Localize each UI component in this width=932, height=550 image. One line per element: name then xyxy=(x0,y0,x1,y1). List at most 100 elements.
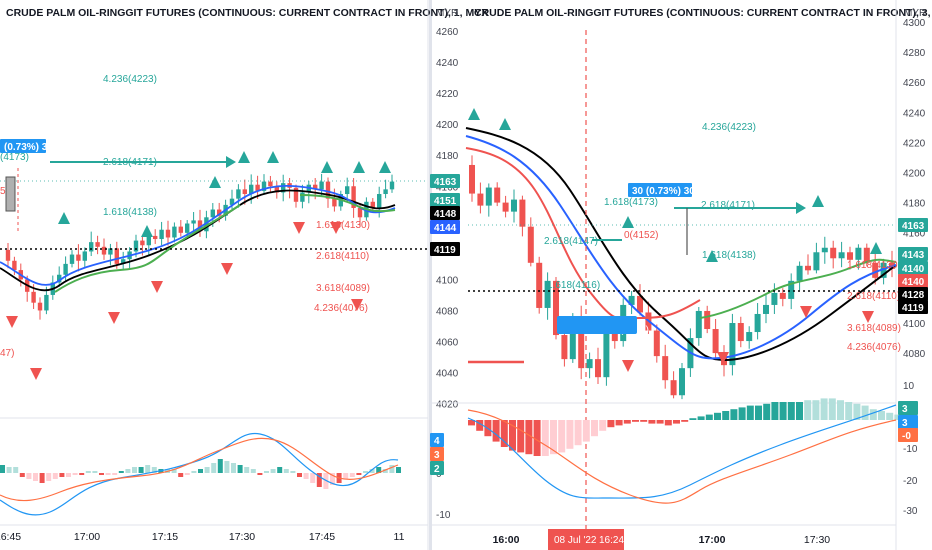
left-candle xyxy=(268,181,273,187)
left-candle xyxy=(236,189,241,199)
right-candle xyxy=(855,247,862,260)
left-moving-averages xyxy=(0,184,396,293)
left-histogram-bar xyxy=(270,469,276,473)
right-price-tick: 4080 xyxy=(903,349,926,360)
left-price-badges: 4163 4151 4148 4144 4119 4 3 2 xyxy=(430,174,460,475)
left-histogram-bar xyxy=(330,473,335,485)
right-price-badge: 4119 xyxy=(902,303,924,314)
right-fib-label: 2.618(4171) xyxy=(701,200,755,211)
left-candle xyxy=(293,187,299,202)
left-buy-signal xyxy=(353,161,365,173)
left-price-tick: 4060 xyxy=(436,338,459,349)
left-histogram-bar xyxy=(297,473,302,477)
right-time-axis: 16:00 17:00 17:30 08 Jul '22 16:24 xyxy=(493,529,830,550)
right-projection-arrow-head xyxy=(796,202,806,214)
left-price-badge-bg xyxy=(430,206,460,220)
left-fib-label: 47) xyxy=(0,348,14,359)
left-price-badge-bg xyxy=(430,242,460,256)
right-cursor-date-bg xyxy=(548,529,624,550)
right-candle xyxy=(695,310,702,339)
left-buy-signal xyxy=(209,176,221,188)
right-candle xyxy=(494,187,501,203)
right-histogram-bar xyxy=(755,405,762,420)
right-candle xyxy=(553,280,559,336)
left-fib-label: 4.236(4223) xyxy=(103,74,157,85)
left-sell-signal xyxy=(108,312,120,324)
right-price-badge: 4128 xyxy=(902,290,925,301)
left-candle xyxy=(255,184,260,191)
left-histogram-bar xyxy=(396,467,401,473)
right-histogram-bar xyxy=(632,420,639,422)
right-buy-signal xyxy=(870,242,882,254)
right-time-label: 17:00 xyxy=(699,534,726,546)
right-fib-label: 3.618(4089) xyxy=(847,323,901,334)
right-fib-label: 0(4152) xyxy=(624,230,658,241)
left-candle xyxy=(63,263,68,275)
right-price-tick: 4100 xyxy=(903,319,926,330)
left-price-tick: 4080 xyxy=(436,306,459,317)
right-fib-label: 4.236(4223) xyxy=(702,122,756,133)
right-candle xyxy=(519,199,526,227)
left-histogram-bar xyxy=(369,469,375,473)
right-histogram-bar xyxy=(615,420,623,426)
right-histogram-bar xyxy=(861,405,869,420)
right-histogram-bar xyxy=(476,420,484,431)
right-candle xyxy=(813,252,820,271)
right-fib-label: 4.236(4076) xyxy=(847,342,901,353)
left-fib-label: 2.618(4110) xyxy=(316,251,369,262)
right-fib-label: 1.618(4116) xyxy=(547,280,600,291)
left-candle xyxy=(146,235,151,246)
right-histogram-bar xyxy=(681,420,689,422)
right-macd-line xyxy=(467,404,897,499)
left-candle xyxy=(191,220,196,224)
right-candle xyxy=(863,247,870,263)
left-histogram-bar xyxy=(231,463,236,473)
right-price-badge-bg xyxy=(898,261,928,275)
right-candle xyxy=(527,226,534,263)
left-histogram-bar xyxy=(217,459,223,473)
right-histogram-bar xyxy=(730,409,738,420)
right-histogram-bar xyxy=(828,398,836,420)
left-histogram-bar xyxy=(171,469,177,473)
right-ma-mid xyxy=(465,135,897,360)
left-time-label: 17:45 xyxy=(309,531,335,543)
left-histogram-bar xyxy=(99,473,104,475)
left-histogram-bar xyxy=(92,471,98,473)
left-candle xyxy=(313,184,318,190)
right-candle xyxy=(872,262,879,278)
left-histogram-bar xyxy=(0,465,5,473)
right-price-badge-bg xyxy=(898,300,928,314)
right-osc-badge-bg xyxy=(898,428,918,442)
right-sell-signal xyxy=(800,306,812,318)
left-buy-signal xyxy=(321,161,333,173)
left-measure-badge-bg xyxy=(0,139,46,153)
left-buy-signal xyxy=(379,161,391,173)
right-histogram-bar xyxy=(468,420,475,426)
left-time-label: 11 xyxy=(394,531,405,543)
right-price-badges: 4163 4143 4140 4140 4128 4119 3 3 -0 xyxy=(898,218,928,442)
left-price-tick: 4040 xyxy=(436,369,459,380)
right-sell-signal xyxy=(717,352,729,364)
left-candle xyxy=(197,220,203,232)
left-candle xyxy=(178,226,183,233)
left-histogram-bar xyxy=(6,467,12,473)
left-sell-signal xyxy=(351,299,363,311)
right-osc-tick: 10 xyxy=(903,381,915,392)
right-measure-badge: 30 (0.73%) 30 xyxy=(632,186,695,197)
right-histogram-bar xyxy=(845,402,853,420)
left-fib-label: 3.618(4089) xyxy=(316,283,370,294)
left-price-badge-bg xyxy=(430,193,460,207)
left-candle xyxy=(351,186,356,208)
right-candle xyxy=(511,199,517,212)
left-osc-badge: 2 xyxy=(434,464,440,475)
right-candle xyxy=(821,247,828,253)
left-histogram-bar xyxy=(303,473,309,479)
left-signal-line xyxy=(0,437,399,502)
right-cursor-time: 16:24 xyxy=(599,535,624,546)
left-candle xyxy=(133,240,139,252)
left-candle xyxy=(57,274,62,283)
right-histogram-bar xyxy=(837,400,844,420)
left-ma-slow xyxy=(0,189,396,292)
left-osc-badge-bg xyxy=(430,433,444,447)
right-price-tick: 4260 xyxy=(903,78,926,89)
